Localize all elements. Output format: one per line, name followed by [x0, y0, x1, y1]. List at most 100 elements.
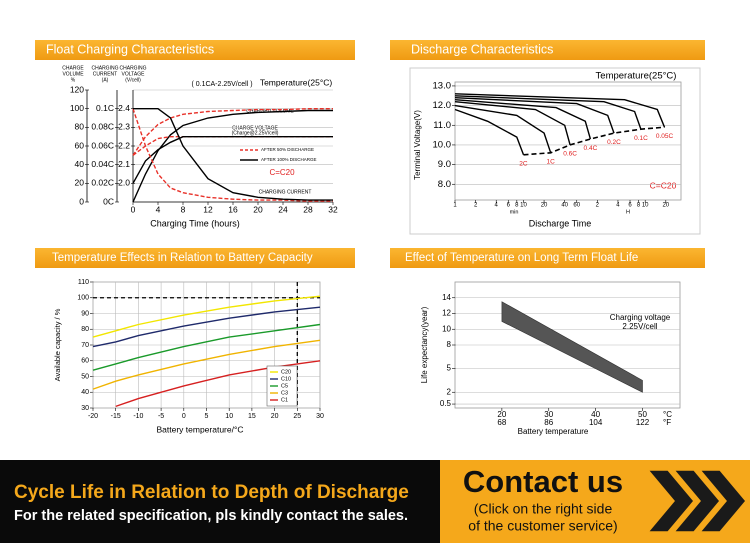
x-tick-label: 6: [507, 203, 511, 209]
y-tick-label: 20: [75, 178, 85, 188]
x-tick-label: 5: [205, 413, 209, 420]
y-tick-label: 10: [442, 324, 451, 333]
series-line: [132, 135, 333, 184]
x-tick-label: 15: [248, 413, 256, 420]
series-line: [454, 93, 666, 128]
chart-title: Effect of Temperature on Long Term Float…: [405, 252, 638, 264]
contact-panel[interactable]: [440, 460, 750, 543]
data-label: 2C: [519, 160, 528, 167]
banner-title: Cycle Life in Relation to Depth of Disch…: [14, 482, 409, 503]
y-axis-label: Life expectancy(year): [420, 306, 429, 383]
x-tick-label: 30: [544, 410, 553, 419]
annotation: CHARGE VOLTAGE: [232, 125, 278, 131]
chart-title: Float Charging Characteristics: [46, 42, 214, 56]
x-tick-label: 1: [453, 203, 457, 209]
panel-header: [390, 248, 705, 268]
contact-button[interactable]: Contact us: [463, 464, 623, 499]
series-line: [132, 109, 333, 203]
cutoff-line: [523, 126, 665, 156]
arrow[interactable]: [646, 469, 695, 533]
arrow[interactable]: [698, 469, 747, 533]
y-tick-label: 8: [447, 340, 452, 349]
y-tick-label: 2.2: [118, 140, 130, 150]
y-tick-label: 2.3: [118, 122, 130, 132]
data-label: 0.4C: [584, 145, 598, 152]
data-label: 0.2C: [607, 139, 621, 146]
x-axis-label: Charging Time (hours): [150, 218, 240, 228]
series-line: [454, 108, 525, 156]
x-tick-label: 20: [497, 410, 506, 419]
x-unit-label: H: [626, 209, 630, 215]
y-tick-label: 10.0: [433, 139, 452, 150]
x-tick-label: 2: [596, 203, 600, 209]
data-label: 0.6C: [563, 151, 577, 158]
axis-label: (V/cell): [125, 77, 141, 83]
chart-title: Temperature Effects in Relation to Batte…: [52, 252, 313, 264]
x-tick-label: 32: [328, 204, 338, 214]
series-line: [454, 104, 552, 154]
y-tick-label: 8.0: [438, 179, 451, 190]
y-tick-label: 12.0: [433, 100, 452, 111]
x-unit-label: °C: [663, 410, 672, 419]
y-tick-label: 5: [447, 364, 452, 373]
x-tick-label: -15: [111, 413, 121, 420]
x-tick-label: 4: [495, 203, 499, 209]
x-tick-label: -20: [88, 413, 98, 420]
contact-note: (Click on the right side: [474, 501, 613, 517]
x-tick-label: 10: [520, 203, 527, 209]
banner-subtitle: For the related specification, pls kindl…: [14, 508, 408, 524]
arrow[interactable]: [672, 469, 721, 533]
series-line: [132, 107, 333, 156]
y-tick-label: 60: [81, 358, 89, 365]
y-tick-label: 60: [75, 140, 85, 150]
series-line: [132, 108, 333, 202]
x-tick-label: 8: [637, 203, 641, 209]
x-tick-label: 4: [156, 204, 161, 214]
x-tick-label: 20: [253, 204, 263, 214]
panel-border: [409, 67, 701, 235]
legend-label: AFTER 50% DISCHARGE: [261, 147, 314, 152]
axis-label: (A): [102, 77, 109, 83]
x-tick-label: 0: [131, 204, 136, 214]
y-tick-label: 2.1: [118, 159, 130, 169]
plot-frame: [454, 81, 682, 201]
axis-label: %: [71, 77, 76, 83]
y-tick-label: 2.4: [118, 103, 130, 113]
temperature-note: Temperature(25°C): [596, 71, 677, 82]
y-tick-label: 0.08C: [91, 122, 114, 132]
y-tick-label: 40: [81, 389, 89, 396]
series-line: [454, 97, 615, 134]
annotation: CHARGING CURRENT: [259, 189, 312, 195]
y-tick-label: 100: [70, 103, 84, 113]
arrows[interactable]: [646, 469, 747, 533]
x-tick-label: 10: [642, 203, 649, 209]
x-unit-label: min: [510, 209, 519, 215]
x-tick-label: 20: [662, 203, 669, 209]
y-tick-label: 0.5: [440, 399, 452, 408]
panel-header: [35, 40, 355, 60]
x-tick-label: 104: [589, 418, 603, 427]
x-tick-label: 40: [591, 410, 600, 419]
annotation: C=C20: [269, 168, 295, 177]
x-unit-label: °F: [663, 418, 671, 427]
temperature-note: Temperature(25°C): [260, 77, 333, 87]
chart-title: Discharge Characteristics: [411, 42, 553, 56]
legend-label: C1: [281, 397, 288, 403]
x-tick-label: 8: [181, 204, 186, 214]
y-tick-label: 14: [442, 293, 451, 302]
x-tick-label: 4: [616, 203, 620, 209]
y-tick-label: 12: [442, 309, 451, 318]
x-tick-label: 122: [636, 418, 650, 427]
data-label: 1C: [547, 159, 556, 166]
series-line: [454, 99, 592, 140]
y-axis-label: Available capacity / %: [53, 308, 62, 381]
y-tick-label: 50: [81, 373, 89, 380]
series-line: [454, 95, 642, 130]
data-label: 0.1C: [634, 135, 648, 142]
x-tick-label: 28: [303, 204, 313, 214]
y-tick-label: 0C: [103, 196, 114, 206]
y-tick-label: 0: [79, 196, 84, 206]
x-tick-label: 60: [573, 203, 580, 209]
x-tick-label: 25: [293, 413, 301, 420]
